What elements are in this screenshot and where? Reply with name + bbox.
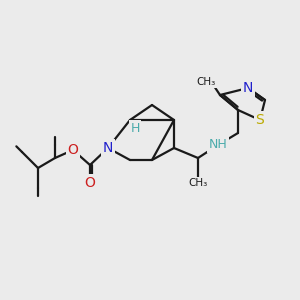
- Text: S: S: [256, 113, 264, 127]
- Text: N: N: [243, 81, 253, 95]
- Text: CH₃: CH₃: [188, 178, 208, 188]
- Text: O: O: [68, 143, 78, 157]
- Text: O: O: [85, 176, 95, 190]
- Text: CH₃: CH₃: [196, 77, 216, 87]
- Text: H: H: [130, 122, 140, 134]
- Text: NH: NH: [208, 139, 227, 152]
- Text: N: N: [103, 141, 113, 155]
